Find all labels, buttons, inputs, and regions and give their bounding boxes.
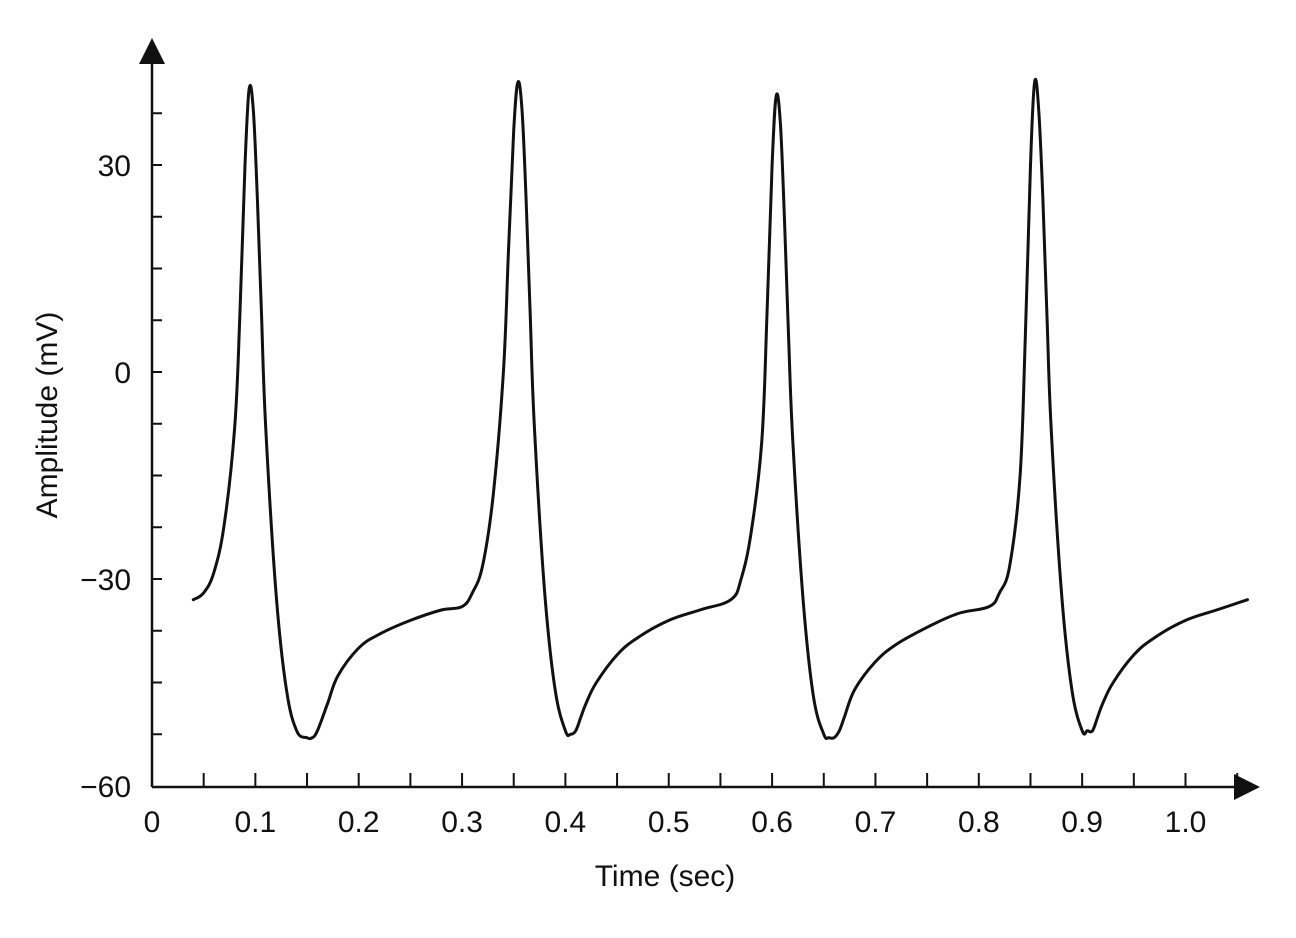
series-line-0 <box>191 77 1249 741</box>
y-axis-arrow-icon <box>139 38 165 64</box>
x-axis-arrow-icon <box>1234 774 1260 800</box>
y-tick-label: −30 <box>80 564 131 597</box>
x-tick-label: 0 <box>144 806 161 839</box>
plot-area <box>191 77 1249 741</box>
tick-marks <box>152 112 1239 787</box>
x-tick-label: 0.3 <box>441 806 483 839</box>
y-axis-label: Amplitude (mV) <box>31 312 64 519</box>
chart-axes <box>139 38 1260 800</box>
tick-labels: 0 0.1 0.2 0.3 0.4 0.5 0.6 0.7 0.8 0.9 1.0 −60 −30 0 30 <box>80 150 1206 839</box>
x-tick-label: 0.2 <box>338 806 380 839</box>
x-tick-label: 0.4 <box>545 806 587 839</box>
x-tick-label: 0.5 <box>648 806 690 839</box>
x-tick-label: 0.1 <box>234 806 276 839</box>
y-tick-label: 0 <box>114 357 131 390</box>
x-axis-label: Time (sec) <box>595 860 736 893</box>
x-tick-label: 0.7 <box>855 806 897 839</box>
y-tick-label: 30 <box>98 150 131 183</box>
x-tick-label: 0.8 <box>958 806 1000 839</box>
x-tick-label: 0.6 <box>751 806 793 839</box>
x-tick-label: 1.0 <box>1165 806 1207 839</box>
x-tick-label: 0.9 <box>1061 806 1103 839</box>
y-tick-label: −60 <box>80 771 131 804</box>
